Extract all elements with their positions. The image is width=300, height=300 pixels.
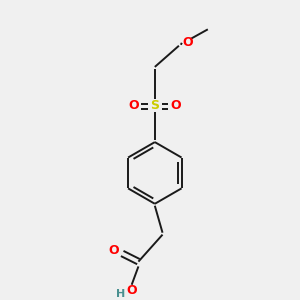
Text: H: H (116, 290, 126, 299)
Text: O: O (108, 244, 119, 256)
Text: O: O (128, 99, 139, 112)
Text: O: O (171, 99, 181, 112)
Text: O: O (126, 284, 137, 297)
Text: S: S (150, 99, 159, 112)
Text: O: O (183, 36, 194, 49)
